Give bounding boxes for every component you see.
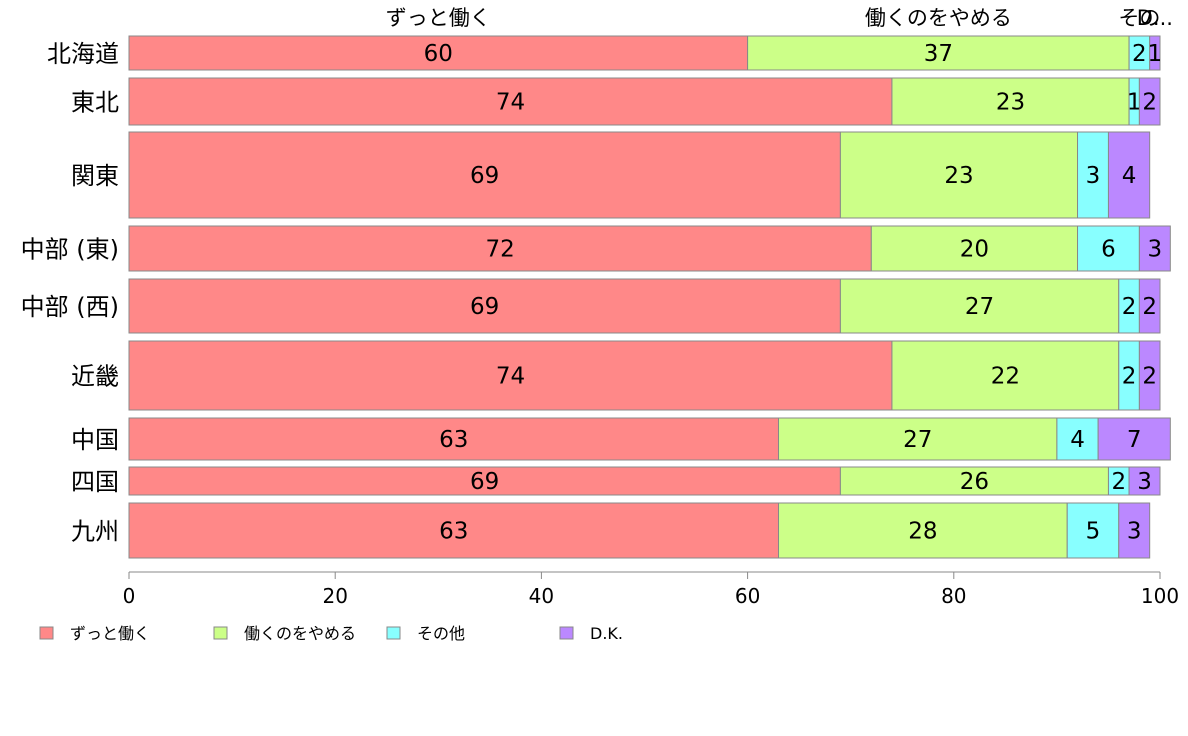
x-tick-label: 20 xyxy=(322,584,347,608)
category-label: 九州 xyxy=(71,518,119,546)
bar-value-label: 72 xyxy=(486,237,515,263)
bar-segment xyxy=(1077,131,1109,219)
bar-value-label: 4 xyxy=(1070,427,1085,453)
bar-value-label: 2 xyxy=(1111,469,1126,495)
bar-segment xyxy=(891,77,1130,126)
bar-value-label: 3 xyxy=(1086,163,1101,189)
category-label: 中国 xyxy=(71,426,119,454)
bar-segment xyxy=(1138,340,1161,411)
bar-value-label: 2 xyxy=(1132,41,1147,67)
bar-value-label: 27 xyxy=(903,427,932,453)
bar-value-label: 22 xyxy=(991,364,1020,390)
bar-value-label: 27 xyxy=(965,294,994,320)
bar-value-label: 3 xyxy=(1148,237,1163,263)
bar-segment xyxy=(1077,225,1140,272)
bar-segment xyxy=(128,466,841,496)
legend-label: D.K. xyxy=(590,624,623,643)
bar-value-label: 1 xyxy=(1127,90,1142,116)
bar-value-label: 69 xyxy=(470,163,499,189)
bar-segment xyxy=(1118,502,1151,559)
bar-value-label: 2 xyxy=(1142,364,1157,390)
bar-value-label: 63 xyxy=(439,519,468,545)
bar-segment xyxy=(128,417,780,461)
legend-label: 働くのをやめる xyxy=(244,624,356,643)
category-label: 中部 (東) xyxy=(21,236,119,264)
bar-value-label: 60 xyxy=(424,41,453,67)
bar-value-label: 69 xyxy=(470,294,499,320)
legend-label: ずっと働く xyxy=(70,624,150,643)
bar-segment xyxy=(128,35,749,71)
bar-value-label: 26 xyxy=(960,469,989,495)
bar-value-label: 3 xyxy=(1127,519,1142,545)
category-label: 近畿 xyxy=(71,363,119,391)
bar-value-label: 69 xyxy=(470,469,499,495)
bar-value-label: 5 xyxy=(1086,519,1101,545)
category-label: 関東 xyxy=(71,162,119,190)
bar-value-label: 2 xyxy=(1122,364,1137,390)
category-label: 四国 xyxy=(71,468,119,496)
bar-segment xyxy=(1107,131,1151,219)
bar-segment xyxy=(1056,417,1099,461)
bar-value-label: 20 xyxy=(960,237,989,263)
bar-segment xyxy=(778,502,1068,559)
bar-segment xyxy=(1128,466,1161,496)
bar-value-label: 63 xyxy=(439,427,468,453)
top-series-label: D... xyxy=(1137,6,1173,30)
bar-value-label: 2 xyxy=(1142,90,1157,116)
bar-segment xyxy=(891,340,1120,411)
bar-value-label: 4 xyxy=(1122,163,1137,189)
bar-segment xyxy=(1097,417,1171,461)
bar-value-label: 28 xyxy=(908,519,937,545)
top-series-label: ずっと働く xyxy=(386,6,491,30)
bar-segment xyxy=(128,502,780,559)
x-tick-label: 80 xyxy=(941,584,966,608)
bar-segment xyxy=(128,131,841,219)
bar-value-label: 74 xyxy=(496,90,525,116)
bar-value-label: 2 xyxy=(1142,294,1157,320)
x-tick-label: 60 xyxy=(735,584,760,608)
bar-value-label: 74 xyxy=(496,364,525,390)
legend-swatch xyxy=(213,626,228,640)
bar-segment xyxy=(839,466,1109,496)
bar-value-label: 23 xyxy=(996,90,1025,116)
category-label: 北海道 xyxy=(47,40,119,68)
x-tick-label: 40 xyxy=(529,584,554,608)
bar-segment xyxy=(1138,77,1161,126)
bar-segment xyxy=(747,35,1130,71)
bar-value-label: 7 xyxy=(1127,427,1142,453)
bar-value-label: 1 xyxy=(1148,41,1163,67)
bar-segment xyxy=(128,225,872,272)
bar-value-label: 2 xyxy=(1122,294,1137,320)
bar-segment xyxy=(128,278,841,334)
bar-segment xyxy=(1149,35,1161,71)
top-series-label: 働くのをやめる xyxy=(865,6,1012,30)
category-label: 東北 xyxy=(71,89,119,117)
top-series-label: その xyxy=(1118,6,1160,30)
bar-segment xyxy=(128,77,893,126)
category-label: 中部 (西) xyxy=(21,293,119,321)
bar-value-label: 3 xyxy=(1137,469,1152,495)
bar-value-label: 6 xyxy=(1101,237,1116,263)
legend-swatch xyxy=(39,626,54,640)
bar-segment xyxy=(839,278,1120,334)
legend-swatch xyxy=(559,626,574,640)
bar-segment xyxy=(1138,278,1161,334)
bar-segment xyxy=(1138,225,1171,272)
bar-value-label: 23 xyxy=(944,163,973,189)
x-tick-label: 0 xyxy=(123,584,136,608)
bar-segment xyxy=(870,225,1079,272)
bar-segment xyxy=(839,131,1079,219)
legend-swatch xyxy=(386,626,401,640)
x-tick-label: 100 xyxy=(1141,584,1179,608)
bar-value-label: 37 xyxy=(924,41,953,67)
bar-segment xyxy=(128,340,893,411)
legend-label: その他 xyxy=(417,624,465,643)
